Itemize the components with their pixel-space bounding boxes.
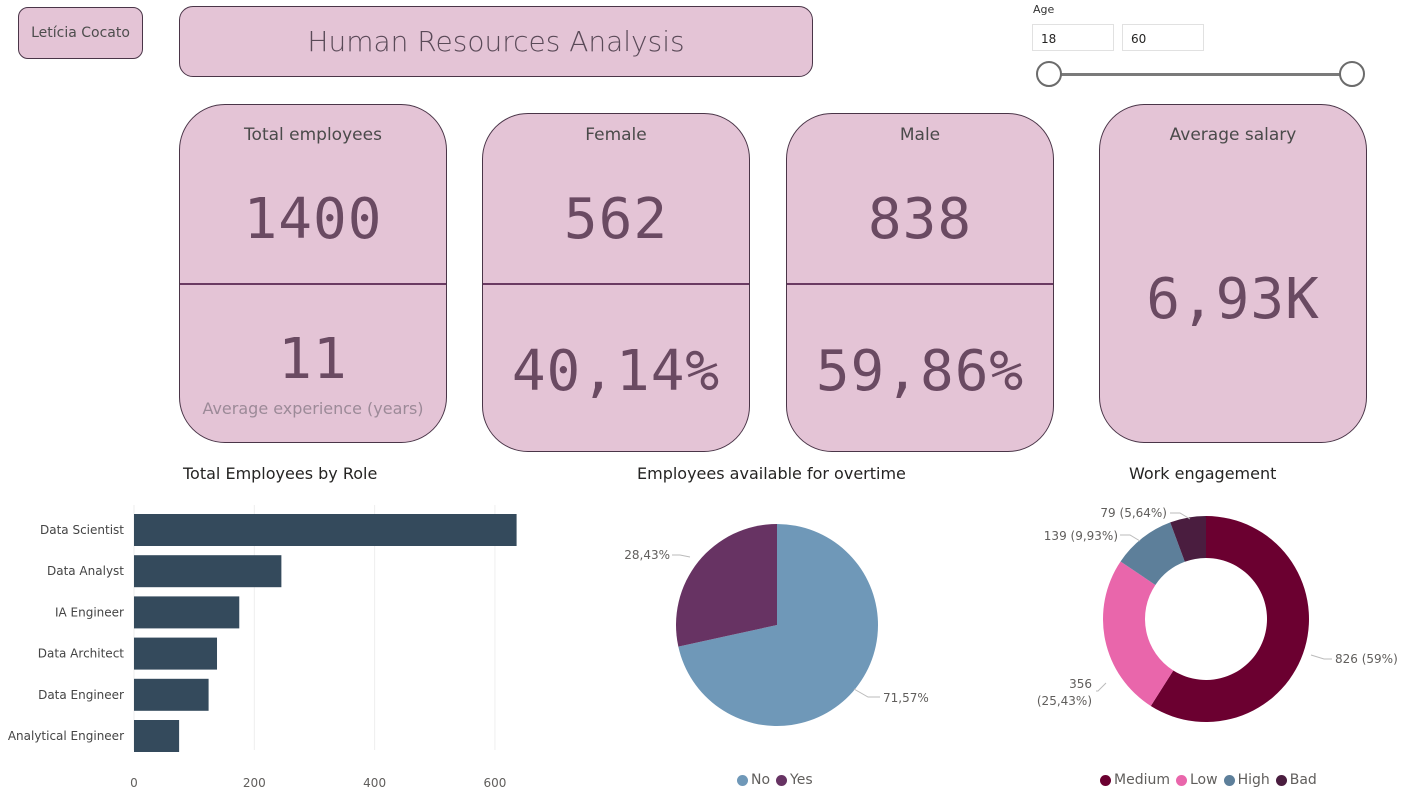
- author-name: Letícia Cocato: [31, 25, 130, 41]
- donut-slice-high[interactable]: [1120, 522, 1185, 585]
- engagement-legend: Medium Low High Bad: [1100, 772, 1317, 788]
- bar-x-tick-label: 400: [363, 776, 386, 790]
- bar-x-tick-label: 600: [483, 776, 506, 790]
- label-leader-line: [1310, 654, 1332, 660]
- legend-dot-high: [1223, 774, 1235, 786]
- female-label: Female: [585, 125, 647, 145]
- overtime-pie-chart: 71,57% 28,43%: [624, 524, 929, 726]
- pie-label-no: 71,57%: [883, 691, 929, 705]
- total-employees-value: 1400: [243, 187, 383, 252]
- female-value: 562: [563, 187, 669, 252]
- age-slider-min-handle[interactable]: [1036, 61, 1062, 87]
- label-leader-line: [853, 688, 880, 698]
- age-slider-max-handle[interactable]: [1339, 61, 1365, 87]
- donut-label-high: 139 (9,93%): [1044, 529, 1118, 543]
- pie-slice-no[interactable]: [678, 524, 878, 726]
- legend-item-high[interactable]: High: [1223, 772, 1270, 788]
- female-card: Female 562 40,14%: [482, 113, 750, 452]
- engagement-donut-chart: 826 (59%) 356 (25,43%) 139 (9,93%) 79 (5,64%…: [1037, 506, 1398, 722]
- legend-item-medium[interactable]: Medium: [1100, 772, 1170, 788]
- bar-data-architect[interactable]: [134, 637, 218, 670]
- bar-data-analyst[interactable]: [134, 555, 282, 588]
- age-slider-track[interactable]: [1049, 73, 1352, 76]
- bar-category-label: Data Architect: [38, 647, 125, 661]
- pie-slice-yes[interactable]: [676, 524, 777, 647]
- average-salary-card: Average salary 6,93K: [1099, 104, 1367, 443]
- age-slicer-label: Age: [1033, 3, 1055, 16]
- legend-item-no[interactable]: No: [737, 772, 770, 788]
- legend-dot-no: [737, 774, 748, 786]
- bar-ia-engineer[interactable]: [134, 596, 240, 629]
- dashboard-title-box: Human Resources Analysis: [179, 6, 813, 77]
- bar-x-tick-label: 0: [130, 776, 138, 790]
- bar-data-scientist[interactable]: [134, 514, 517, 546]
- label-leader-line: [1170, 512, 1191, 520]
- donut-label-medium: 826 (59%): [1335, 652, 1398, 666]
- pie-label-yes: 28,43%: [624, 548, 670, 562]
- donut-slice-bad[interactable]: [1170, 516, 1206, 562]
- label-leader-line: [1096, 682, 1107, 692]
- author-badge: Letícia Cocato: [18, 7, 143, 59]
- overtime-chart-title: Employees available for overtime: [637, 464, 906, 483]
- card-divider: [483, 283, 749, 285]
- page-title: Human Resources Analysis: [307, 25, 685, 58]
- legend-dot-bad: [1275, 774, 1287, 786]
- donut-slice-low[interactable]: [1103, 561, 1174, 706]
- donut-label-low-count: 356: [1069, 677, 1092, 691]
- card-divider: [180, 283, 446, 285]
- card-divider: [787, 283, 1053, 285]
- male-percent: 59,86%: [815, 339, 1025, 404]
- bar-category-label: IA Engineer: [55, 605, 124, 619]
- female-percent: 40,14%: [511, 339, 721, 404]
- donut-label-low-percent: (25,43%): [1037, 694, 1092, 708]
- male-value: 838: [867, 187, 973, 252]
- average-experience-value: 11: [278, 327, 348, 392]
- donut-label-bad: 79 (5,64%): [1100, 506, 1167, 520]
- bar-data-engineer[interactable]: [134, 678, 209, 711]
- age-max-input[interactable]: 60: [1122, 24, 1204, 51]
- engagement-chart-title: Work engagement: [1129, 464, 1277, 483]
- total-employees-label: Total employees: [244, 125, 382, 145]
- legend-item-yes[interactable]: Yes: [776, 772, 813, 788]
- bar-x-tick-label: 200: [243, 776, 266, 790]
- bar-category-label: Analytical Engineer: [8, 729, 124, 743]
- legend-dot-low: [1175, 774, 1187, 786]
- bar-category-label: Data Scientist: [40, 523, 124, 537]
- average-experience-label: Average experience (years): [202, 399, 424, 418]
- average-salary-value: 6,93K: [1146, 267, 1320, 332]
- legend-dot-medium: [1100, 774, 1111, 786]
- male-card: Male 838 59,86%: [786, 113, 1054, 452]
- total-employees-card: Total employees 1400 11 Average experien…: [179, 104, 447, 443]
- label-leader-line: [672, 554, 691, 558]
- role-chart-title: Total Employees by Role: [183, 464, 378, 483]
- legend-item-low[interactable]: Low: [1175, 772, 1218, 788]
- overtime-legend: No Yes: [737, 772, 813, 788]
- average-salary-label: Average salary: [1169, 125, 1297, 145]
- bar-category-label: Data Engineer: [38, 688, 124, 702]
- legend-dot-yes: [776, 774, 788, 786]
- role-bar-chart: 0 200 400 600 Data Scientist Data Analyst IA E…: [8, 505, 517, 790]
- label-leader-line: [1120, 534, 1141, 542]
- male-label: Male: [899, 125, 941, 145]
- donut-slice-medium[interactable]: [1150, 516, 1309, 722]
- bar-analytical-engineer[interactable]: [134, 720, 180, 752]
- age-min-input[interactable]: 18: [1032, 24, 1114, 51]
- bar-category-label: Data Analyst: [47, 564, 124, 578]
- legend-item-bad[interactable]: Bad: [1275, 772, 1317, 788]
